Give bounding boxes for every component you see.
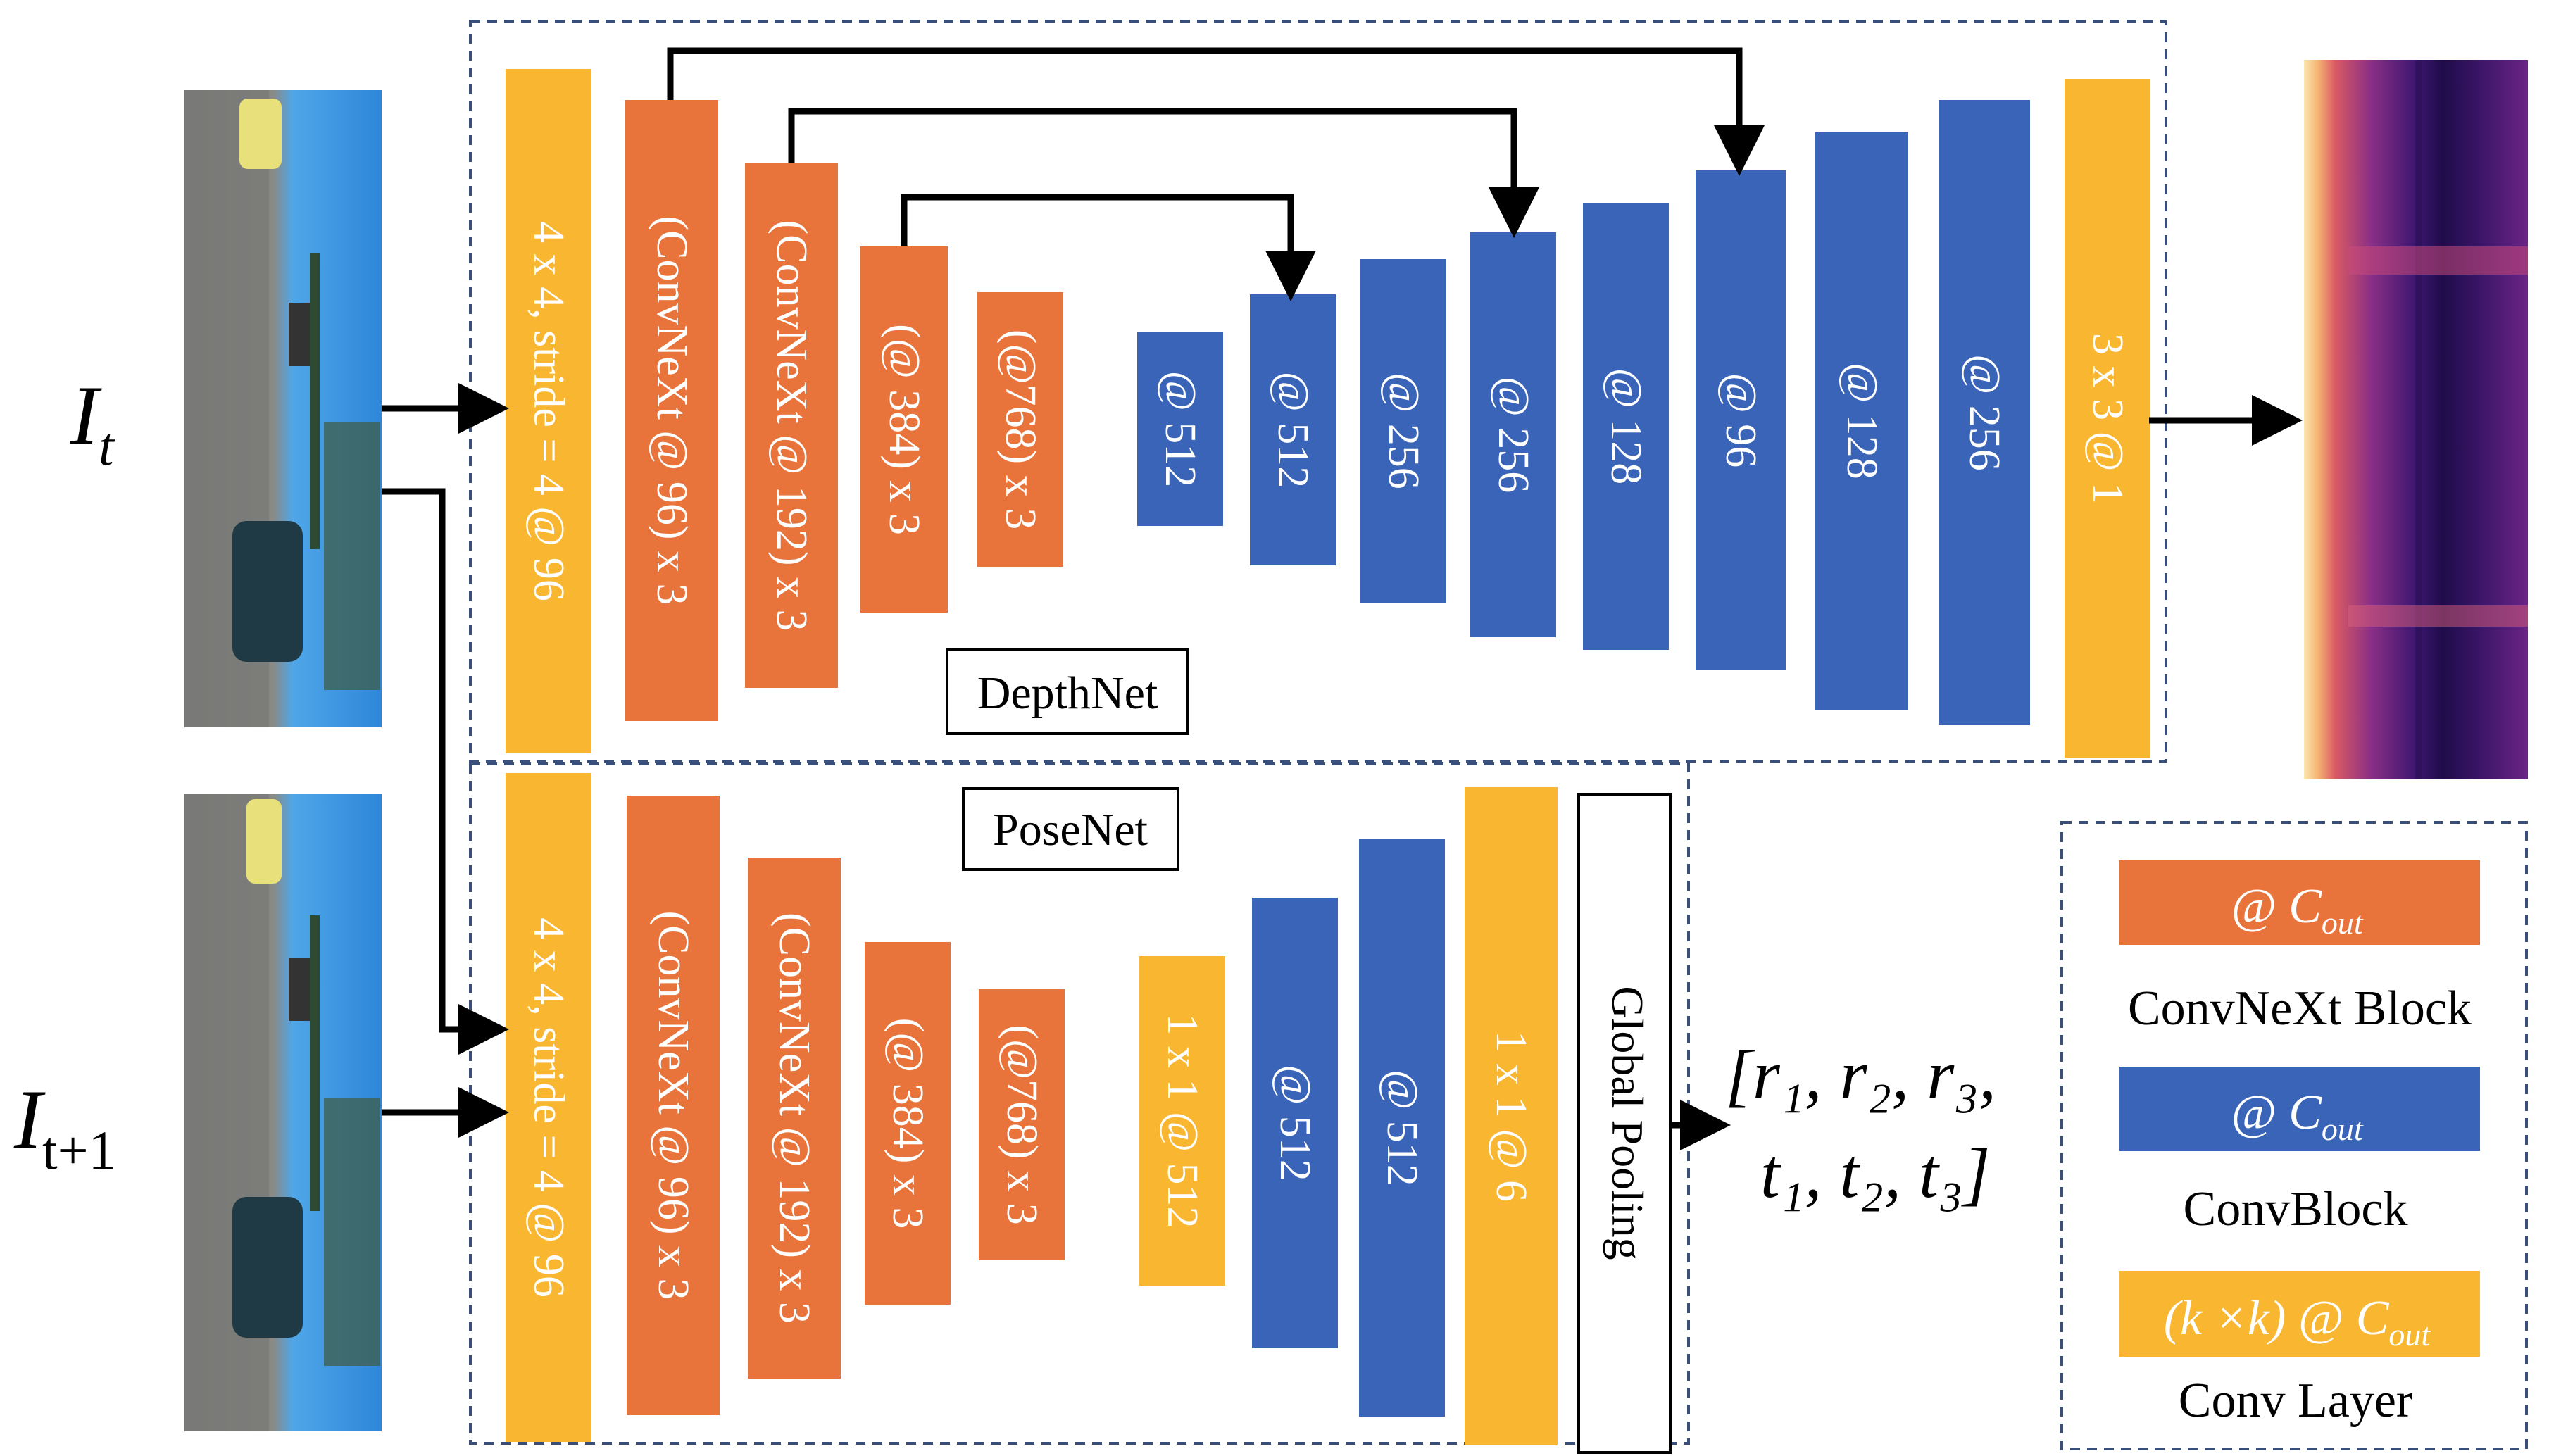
depthnet-block-label-6: @ 512 [1156,371,1204,488]
posenet-title: PoseNet [993,804,1148,855]
posenet-block-1 [506,773,591,1442]
depthnet-block-label-10: @ 128 [1602,368,1650,485]
flow-arrows [382,383,2303,1150]
depthnet-block-14 [2065,79,2150,758]
depthnet-block-label-9: @ 256 [1489,377,1537,494]
depthnet-block-label-5: (@768) x 3 [996,330,1044,529]
posenet-block-label-1: 4 x 4, stride = 4 @ 96 [525,917,572,1298]
input-image-t1 [184,794,382,1431]
posenet-block-3 [748,858,841,1379]
depthnet-title: DepthNet [977,667,1158,719]
depthnet-block-10 [1583,203,1669,650]
posenet-title-box: PoseNet [962,787,1179,871]
posenet-block-6 [1139,956,1225,1286]
depthnet-block-2 [625,100,718,721]
pose-output-line1: [r₁, r₂, r₃, [1725,1036,1996,1114]
posenet-block-label-8: @ 512 [1378,1069,1426,1186]
legend-chip-convblock [2119,1067,2480,1151]
depthnet-block-8 [1360,259,1446,603]
depthnet-block-label-1: 4 x 4, stride = 4 @ 96 [525,221,572,601]
posenet-block-7 [1252,898,1338,1348]
depthnet-block-5 [977,292,1063,567]
depth-map-output [2304,60,2528,779]
legend-chip-convnext [2119,860,2480,945]
depthnet-block-label-14: 3 x 3 @ 1 [2084,333,2131,504]
legend: @ Cout ConvNeXt Block @ Cout ConvBlock (… [2119,860,2480,1428]
posenet-block-2 [627,796,720,1415]
posenet-block-9 [1465,787,1558,1445]
depthnet-block-1 [506,69,591,753]
global-pooling-label: Global Pooling [1603,986,1653,1260]
depthnet-block-label-13: @ 256 [1960,354,2008,471]
legend-label-convblock: ConvBlock [2184,1182,2408,1236]
posenet-block-label-5: (@768) x 3 [998,1024,1046,1224]
depthnet-blocks: 4 x 4, stride = 4 @ 96 (ConvNeXt @ 96) x … [506,69,2150,758]
global-pooling-block: Global Pooling [1577,793,1672,1454]
depthnet-block-label-7: @ 512 [1269,372,1317,489]
skip-connection-3 [901,194,1316,301]
depthnet-block-label-12: @ 128 [1838,363,1886,479]
legend-chip-conv-text: (k ×k) @ Cout [2164,1291,2431,1353]
depthnet-block-9 [1470,232,1556,637]
legend-label-convnext: ConvNeXt Block [2128,981,2472,1036]
legend-chip-convblock-text: @ Cout [2231,1086,2364,1147]
depthnet-block-label-2: (ConvNeXt @ 96) x 3 [648,215,696,605]
arrow-it-to-posenet [382,488,509,1055]
depthnet-block-label-8: @ 256 [1379,372,1427,489]
depthnet-block-7 [1250,294,1336,565]
posenet-block-label-9: 1 x 1 @ 6 [1487,1031,1535,1202]
legend-frame [2060,821,2528,1450]
depthnet-block-4 [860,246,948,613]
pose-output-line2: t₁, t₂, t₃] [1760,1134,1991,1212]
depthnet-block-3 [745,163,838,688]
posenet-block-label-2: (ConvNeXt @ 96) x 3 [649,910,697,1300]
posenet-block-8 [1359,839,1445,1417]
skip-connection-2 [788,108,1539,238]
label-frame-t: It [70,368,115,477]
posenet-block-label-3: (ConvNeXt @ 192) x 3 [770,912,818,1324]
depthnet-title-box: DepthNet [946,648,1189,735]
skip-connection-1 [667,47,1765,176]
legend-label-conv: Conv Layer [2179,1374,2412,1428]
legend-chip-convnext-text: @ Cout [2231,879,2364,941]
skip-connections [667,47,1765,301]
depthnet-block-11 [1696,170,1786,670]
label-frame-t1: It+1 [13,1072,116,1181]
depthnet-block-label-4: (@ 384) x 3 [880,324,928,535]
depthnet-block-label-3: (ConvNeXt @ 192) x 3 [768,220,815,631]
posenet-blocks: 4 x 4, stride = 4 @ 96 (ConvNeXt @ 96) x … [506,773,1558,1445]
posenet-block-4 [865,942,951,1305]
posenet-block-label-7: @ 512 [1271,1065,1319,1181]
depthnet-block-6 [1137,332,1223,526]
depthnet-block-13 [1939,100,2030,725]
posenet-block-label-4: (@ 384) x 3 [884,1018,932,1229]
input-image-t [184,90,382,727]
legend-chip-conv [2119,1271,2480,1357]
depthnet-block-12 [1815,132,1908,710]
posenet-block-5 [979,989,1065,1260]
posenet-block-label-6: 1 x 1 @ 512 [1158,1013,1206,1228]
depthnet-block-label-11: @ 96 [1717,373,1765,468]
